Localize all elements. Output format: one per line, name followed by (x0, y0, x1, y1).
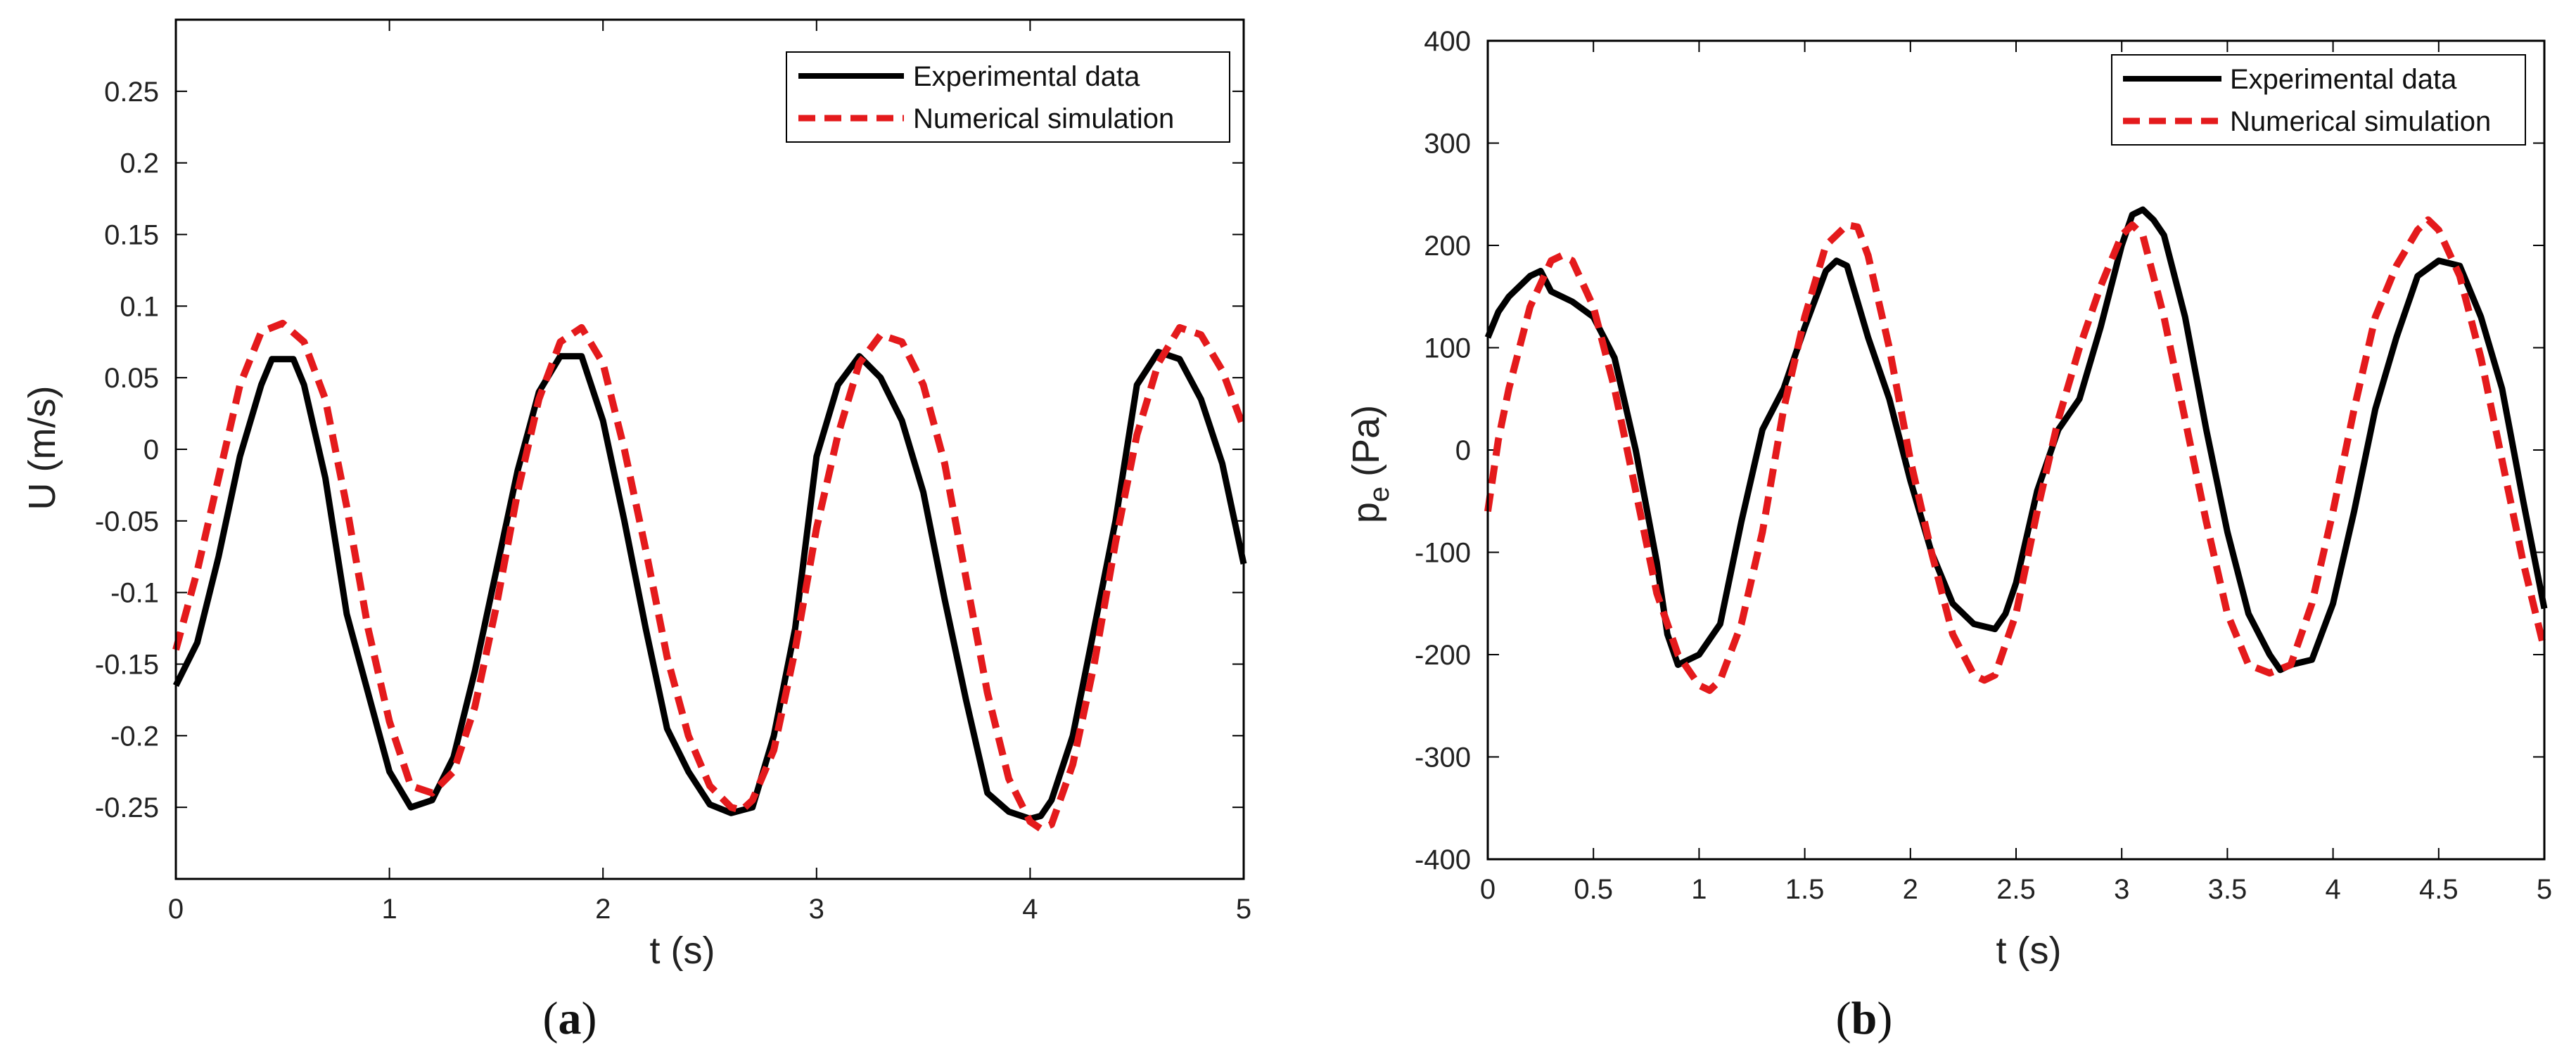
x-tick-label: 0 (1480, 874, 1496, 905)
axes-frame-a (174, 18, 1245, 880)
y-tick-label: -0.15 (95, 650, 159, 681)
chart-pressure: 0 0.5 1 1.5 2 2.5 3 3.5 4 4.5 5 -400 -300 -200 -100 0 10… (1345, 26, 2552, 972)
x-tick-label: 5 (2537, 874, 2552, 905)
x-axis-label-a: t (s) (650, 930, 715, 972)
y-axis-label-b: pe (Pa) (1345, 405, 1395, 523)
legend-a: Experimental data Numerical simulation (786, 51, 1230, 143)
legend-label-numerical-b: Numerical simulation (2230, 106, 2491, 137)
x-tick-label: 4 (1022, 894, 1038, 925)
x-tick-label: 0.5 (1574, 874, 1613, 905)
series-line-numerical (1484, 216, 2548, 694)
x-tick-label: 2 (595, 894, 611, 925)
y-axis-label-b-sub: e (1364, 487, 1395, 502)
y-tick-label: 0.25 (104, 77, 159, 108)
x-tick-label: 5 (1236, 894, 1251, 925)
y-tick-label: 0 (1455, 435, 1471, 466)
y-tick-label: -0.2 (110, 721, 159, 752)
y-tick-label: -0.05 (95, 506, 159, 537)
legend-label-numerical-a: Numerical simulation (913, 103, 1174, 134)
x-tick-label: 3 (809, 894, 824, 925)
x-tick-label: 1 (381, 894, 397, 925)
legend-label-experimental-a: Experimental data (913, 61, 1140, 92)
y-tick-label: 100 (1424, 333, 1471, 364)
x-tick-label: 1.5 (1785, 874, 1825, 905)
series-line-experimental (172, 349, 1247, 822)
x-tick-label: 2 (1903, 874, 1918, 905)
y-tick-label: 400 (1424, 26, 1471, 57)
y-axis-label-b-main: p (1345, 502, 1387, 523)
y-tick-label: -0.1 (110, 578, 159, 609)
x-tick-label: 3 (2114, 874, 2129, 905)
axes-frame-b (1486, 39, 2546, 861)
series-a (172, 319, 1247, 833)
x-tick-label: 4 (2325, 874, 2340, 905)
legend-box-b (2111, 54, 2526, 146)
x-tick-label: 1 (1691, 874, 1707, 905)
series-line-numerical (172, 319, 1247, 833)
x-tick-label: 4.5 (2419, 874, 2459, 905)
series-b (1484, 206, 2548, 694)
series-line-experimental (1484, 206, 2548, 674)
y-tick-label: -200 (1415, 640, 1471, 671)
y-tick-label: 0.2 (120, 148, 159, 179)
legend-box-a (786, 51, 1230, 143)
y-tick-label: 0.15 (104, 220, 159, 251)
y-axis-label-b-unit: (Pa) (1345, 405, 1387, 477)
x-tick-label: 2.5 (1996, 874, 2036, 905)
y-tick-label: 0.1 (120, 291, 159, 322)
y-tick-label: 0.05 (104, 363, 159, 394)
y-tick-label: 300 (1424, 129, 1471, 160)
panel-label-a: (a) (543, 993, 597, 1044)
x-tick-label: 3.5 (2208, 874, 2247, 905)
legend-label-experimental-b: Experimental data (2230, 64, 2457, 95)
x-tick-label: 0 (168, 894, 184, 925)
chart-velocity: 0 1 2 3 4 5 -0.25 -0.2 -0.15 -0.1 -0.05 0 0.05 0.1 0.1… (21, 18, 1251, 972)
y-tick-label: -400 (1415, 844, 1471, 875)
x-axis-label-b: t (s) (1996, 930, 2062, 972)
y-tick-label: 200 (1424, 231, 1471, 262)
y-tick-label: -0.25 (95, 792, 159, 823)
ticks-b: 0 0.5 1 1.5 2 2.5 3 3.5 4 4.5 5 -400 -300 -200 -100 0 10… (1415, 26, 2552, 905)
y-tick-label: -100 (1415, 538, 1471, 569)
y-tick-label: -300 (1415, 743, 1471, 773)
legend-b: Experimental data Numerical simulation (2111, 54, 2526, 146)
y-axis-label-a: U (m/s) (21, 386, 63, 510)
panel-label-b: (b) (1836, 993, 1893, 1044)
ticks-a: 0 1 2 3 4 5 -0.25 -0.2 -0.15 -0.1 -0.05 0 0.05 0.1 0.1… (95, 20, 1251, 925)
y-tick-label: 0 (144, 435, 159, 465)
